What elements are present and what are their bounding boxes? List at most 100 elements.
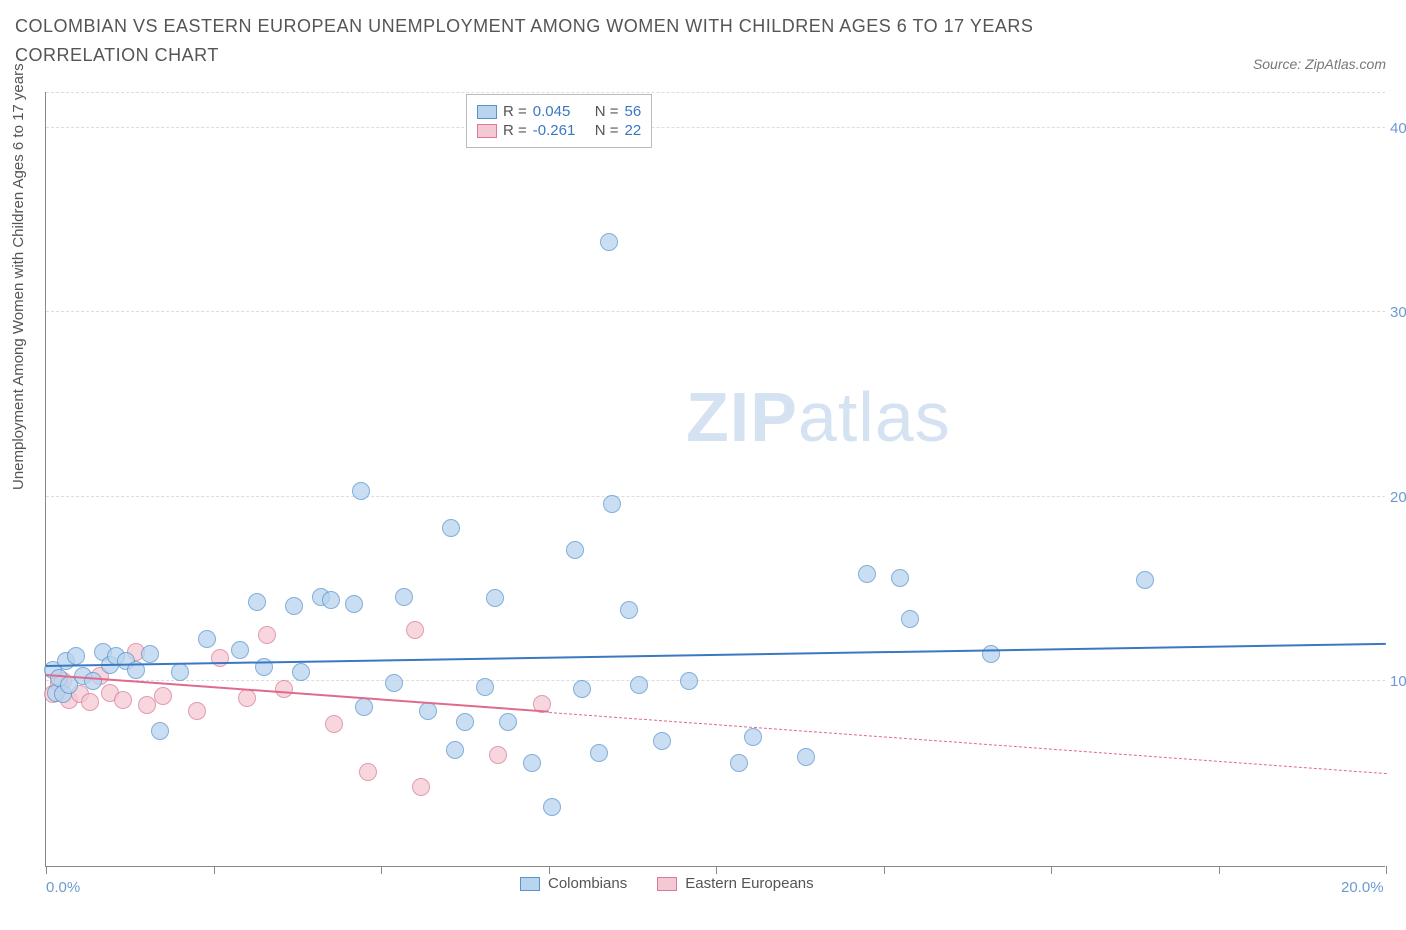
watermark-zip: ZIP — [686, 378, 798, 456]
scatter-plot-area: ZIPatlas 10.0%20.0%30.0%40.0%0.0%20.0%R … — [45, 92, 1385, 867]
data-point — [238, 689, 256, 707]
data-point — [231, 641, 249, 659]
data-point — [891, 569, 909, 587]
data-point — [285, 597, 303, 615]
data-point — [603, 495, 621, 513]
watermark: ZIPatlas — [686, 377, 951, 457]
x-tick — [884, 866, 885, 874]
x-tick — [46, 866, 47, 874]
legend-item: Eastern Europeans — [657, 875, 813, 892]
r-label: R = — [503, 122, 527, 139]
gridline-h — [46, 496, 1385, 497]
data-point — [258, 626, 276, 644]
data-point — [151, 722, 169, 740]
data-point — [456, 713, 474, 731]
chart-title: COLOMBIAN VS EASTERN EUROPEAN UNEMPLOYME… — [15, 12, 1115, 70]
data-point — [573, 680, 591, 698]
data-point — [406, 621, 424, 639]
data-point — [67, 647, 85, 665]
data-point — [600, 233, 618, 251]
legend-swatch — [477, 124, 497, 138]
legend-swatch — [477, 105, 497, 119]
legend-row: R = -0.261 N = 22 — [477, 122, 641, 139]
data-point — [630, 676, 648, 694]
data-point — [188, 702, 206, 720]
data-point — [486, 589, 504, 607]
data-point — [1136, 571, 1154, 589]
data-point — [419, 702, 437, 720]
data-point — [84, 672, 102, 690]
legend-item: Colombians — [520, 875, 627, 892]
correlation-legend: R = 0.045 N = 56 R = -0.261 N = 22 — [466, 94, 652, 148]
data-point — [797, 748, 815, 766]
data-point — [275, 680, 293, 698]
data-point — [489, 746, 507, 764]
data-point — [446, 741, 464, 759]
x-tick — [1386, 866, 1387, 874]
data-point — [154, 687, 172, 705]
legend-swatch — [657, 877, 677, 891]
data-point — [138, 696, 156, 714]
data-point — [730, 754, 748, 772]
x-tick-label: 0.0% — [46, 879, 80, 896]
data-point — [653, 732, 671, 750]
source-attribution: Source: ZipAtlas.com — [1253, 56, 1386, 72]
data-point — [412, 778, 430, 796]
x-tick — [381, 866, 382, 874]
data-point — [81, 693, 99, 711]
r-label: R = — [503, 103, 527, 120]
data-point — [114, 691, 132, 709]
data-point — [352, 482, 370, 500]
gridline-h — [46, 311, 1385, 312]
y-tick-label: 10.0% — [1390, 673, 1406, 690]
data-point — [499, 713, 517, 731]
data-point — [292, 663, 310, 681]
data-point — [442, 519, 460, 537]
r-value: 0.045 — [533, 103, 589, 120]
data-point — [322, 591, 340, 609]
data-point — [355, 698, 373, 716]
legend-label: Eastern Europeans — [685, 875, 813, 892]
data-point — [523, 754, 541, 772]
x-tick — [1219, 866, 1220, 874]
y-axis-label: Unemployment Among Women with Children A… — [10, 63, 27, 490]
y-tick-label: 30.0% — [1390, 304, 1406, 321]
gridline-h — [46, 92, 1385, 93]
legend-label: Colombians — [548, 875, 627, 892]
legend-row: R = 0.045 N = 56 — [477, 103, 641, 120]
data-point — [858, 565, 876, 583]
data-point — [680, 672, 698, 690]
x-tick — [549, 866, 550, 874]
trendline-extrapolated — [548, 712, 1386, 774]
data-point — [325, 715, 343, 733]
n-label: N = — [595, 103, 619, 120]
data-point — [248, 593, 266, 611]
data-point — [345, 595, 363, 613]
n-value: 56 — [625, 103, 642, 120]
legend-swatch — [520, 877, 540, 891]
n-label: N = — [595, 122, 619, 139]
data-point — [141, 645, 159, 663]
data-point — [198, 630, 216, 648]
data-point — [385, 674, 403, 692]
x-tick — [214, 866, 215, 874]
y-tick-label: 40.0% — [1390, 120, 1406, 137]
data-point — [620, 601, 638, 619]
x-tick — [1051, 866, 1052, 874]
x-tick — [716, 866, 717, 874]
data-point — [566, 541, 584, 559]
data-point — [982, 645, 1000, 663]
x-tick-label: 20.0% — [1341, 879, 1384, 896]
n-value: 22 — [625, 122, 642, 139]
series-legend: Colombians Eastern Europeans — [520, 875, 814, 892]
gridline-h — [46, 680, 1385, 681]
gridline-h — [46, 127, 1385, 128]
data-point — [171, 663, 189, 681]
data-point — [590, 744, 608, 762]
data-point — [543, 798, 561, 816]
watermark-atlas: atlas — [798, 378, 951, 456]
data-point — [476, 678, 494, 696]
r-value: -0.261 — [533, 122, 589, 139]
data-point — [744, 728, 762, 746]
data-point — [901, 610, 919, 628]
